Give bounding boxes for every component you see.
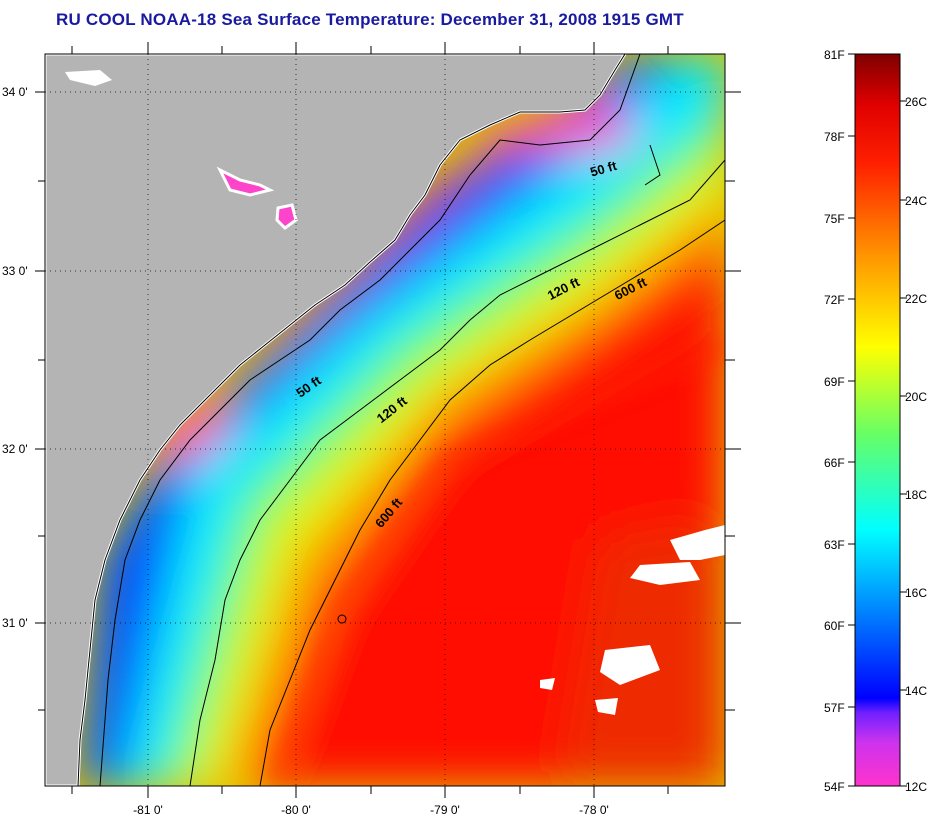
lat-tick-label: 33 0' xyxy=(2,264,28,278)
colorbar-f-label: 66F xyxy=(824,456,845,470)
map-frame xyxy=(44,53,726,787)
colorbar-c-label: 22C xyxy=(905,292,927,306)
colorbar-f-label: 63F xyxy=(824,538,845,552)
axis-ticks xyxy=(35,42,741,798)
colorbar-ticks xyxy=(848,53,907,787)
coastline xyxy=(77,54,626,786)
colorbar-f-label: 78F xyxy=(824,130,845,144)
lat-tick-label: 34 0' xyxy=(2,85,28,99)
colorbar-f-label: 72F xyxy=(824,293,845,307)
isobath-lines xyxy=(99,54,725,786)
colorbar-f-label: 57F xyxy=(824,701,845,715)
latitude-labels: 34 0' 33 0' 32 0' 31 0' xyxy=(2,85,28,630)
colorbar-c-label: 12C xyxy=(905,780,927,794)
colorbar-c-label: 20C xyxy=(905,390,927,404)
longitude-labels: -81 0' -80 0' -79 0' -78 0' xyxy=(133,803,609,817)
colorbar-celsius-labels: 26C 24C 22C 20C 18C 16C 14C 12C xyxy=(905,95,927,794)
colorbar-f-label: 54F xyxy=(824,780,845,794)
lon-tick-label: -78 0' xyxy=(579,803,609,817)
colorbar-f-label: 81F xyxy=(824,48,845,62)
colorbar-c-label: 18C xyxy=(905,488,927,502)
cloud-mask xyxy=(540,525,725,715)
colorbar-gradient xyxy=(854,53,901,787)
colorbar-c-label: 26C xyxy=(905,95,927,109)
colorbar-fahrenheit-labels: 81F 78F 75F 72F 69F 66F 63F 60F 57F 54F xyxy=(824,48,845,794)
colorbar: 81F 78F 75F 72F 69F 66F 63F 60F 57F 54F … xyxy=(824,48,927,794)
colorbar-f-label: 69F xyxy=(824,375,845,389)
isobath-label: 50 ft xyxy=(588,158,618,180)
lat-tick-label: 32 0' xyxy=(2,442,28,456)
colorbar-f-label: 60F xyxy=(824,619,845,633)
grid-lines xyxy=(45,54,725,786)
inland-lakes xyxy=(65,70,298,230)
isobath-50ft xyxy=(99,54,641,786)
map-area xyxy=(45,54,725,786)
lat-tick-label: 31 0' xyxy=(2,616,28,630)
lon-tick-label: -80 0' xyxy=(281,803,311,817)
colorbar-c-label: 14C xyxy=(905,684,927,698)
lon-tick-label: -81 0' xyxy=(133,803,163,817)
colorbar-c-label: 24C xyxy=(905,194,927,208)
isobath-600ft xyxy=(259,219,725,786)
colorbar-f-label: 75F xyxy=(824,212,845,226)
map-title: RU COOL NOAA-18 Sea Surface Temperature:… xyxy=(56,10,684,29)
isobath-120ft xyxy=(189,159,725,786)
lon-tick-label: -79 0' xyxy=(430,803,460,817)
colorbar-c-label: 16C xyxy=(905,586,927,600)
